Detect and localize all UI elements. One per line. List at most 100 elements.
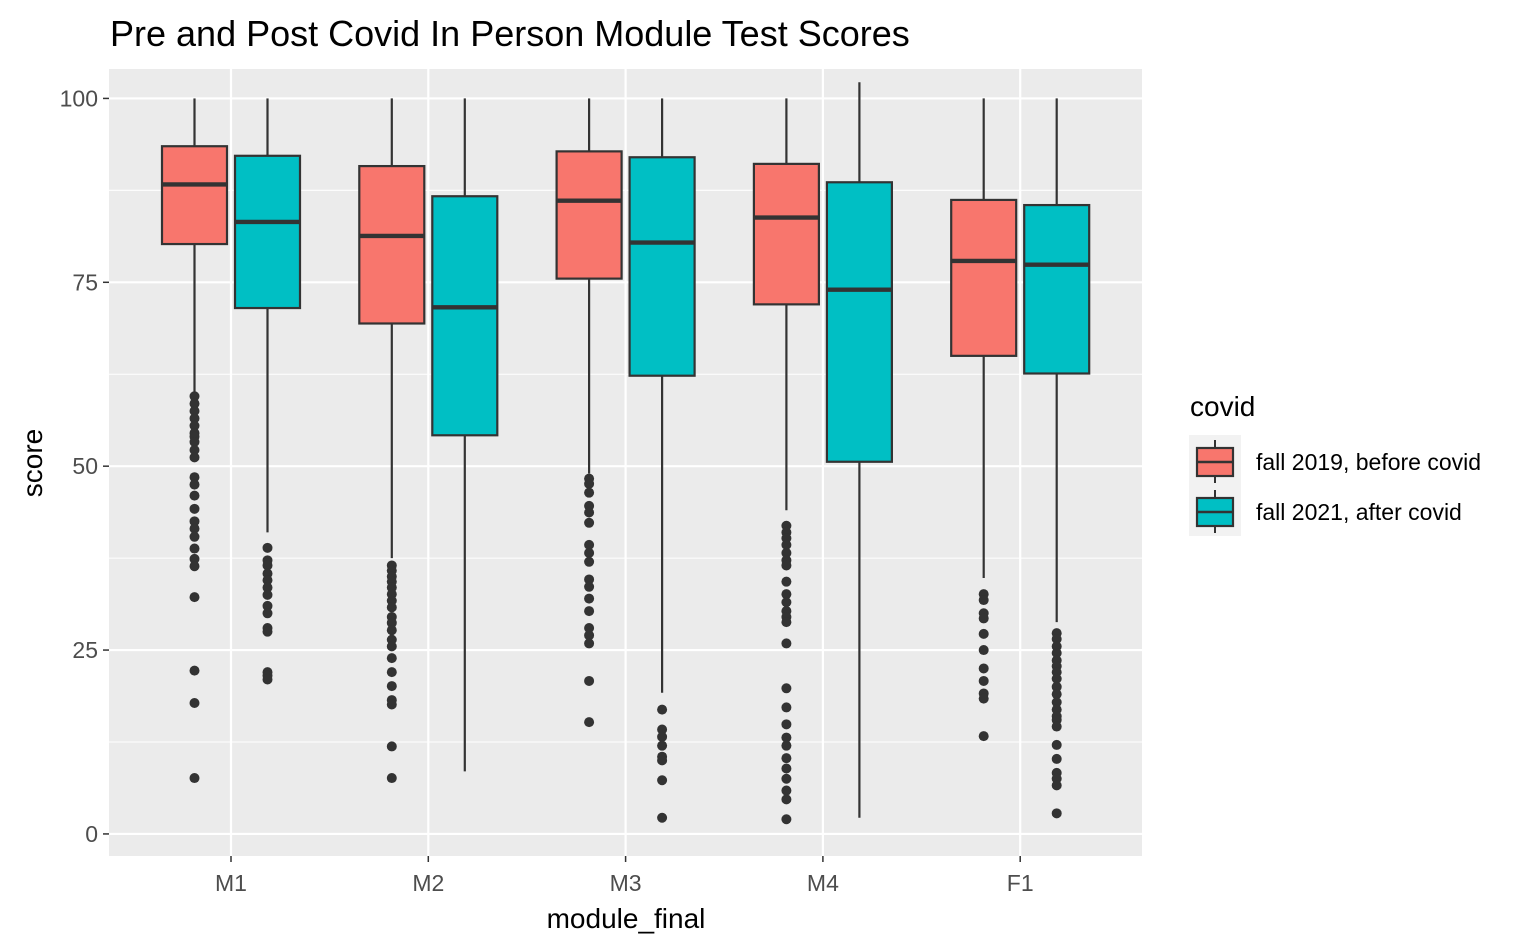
outlier-point <box>781 785 792 796</box>
outlier-point <box>584 717 595 728</box>
chart-title: Pre and Post Covid In Person Module Test… <box>110 13 910 54</box>
outlier-point <box>781 576 792 587</box>
x-tick-label: M4 <box>807 870 839 896</box>
outlier-point <box>386 617 397 628</box>
box-M1-series-0 <box>160 98 229 784</box>
outlier-point <box>584 675 595 686</box>
box-M2-series-1 <box>431 98 499 772</box>
outlier-point <box>189 420 200 431</box>
x-tick-label: M1 <box>215 870 247 896</box>
outlier-point <box>657 775 668 786</box>
outlier-point <box>262 626 273 637</box>
outlier-point <box>584 581 595 592</box>
outlier-point <box>978 663 989 674</box>
outlier-point <box>978 628 989 639</box>
outlier-point <box>584 556 595 567</box>
outlier-point <box>386 667 397 678</box>
box-iqr <box>825 181 894 463</box>
axis-layer: 0 25 50 75 100 M1 M2 M3 M4 F1 <box>60 85 1034 896</box>
outlier-point <box>1051 634 1062 645</box>
outlier-point <box>189 413 200 424</box>
y-tick-label: 75 <box>72 269 98 295</box>
outlier-point <box>262 560 273 571</box>
outlier-point <box>584 517 595 528</box>
outlier-point <box>584 574 595 585</box>
y-tick-label: 25 <box>72 637 98 663</box>
outlier-point <box>189 543 200 554</box>
box-iqr <box>628 156 696 377</box>
outlier-point <box>657 704 668 715</box>
outlier-point <box>978 645 989 656</box>
outlier-point <box>978 595 989 606</box>
outlier-point <box>189 444 200 455</box>
box-iqr <box>160 145 229 246</box>
legend-title: covid <box>1190 391 1255 422</box>
outlier-point <box>781 763 792 774</box>
outlier-point <box>386 653 397 664</box>
outlier-point <box>584 507 595 518</box>
outlier-point <box>781 597 792 608</box>
outlier-point <box>189 436 200 447</box>
outlier-point <box>262 589 273 600</box>
outlier-point <box>584 630 595 641</box>
box-iqr <box>431 195 499 437</box>
outlier-point <box>1051 697 1062 708</box>
outlier-point <box>189 561 200 572</box>
y-tick-label: 0 <box>85 821 98 847</box>
outlier-point <box>386 641 397 652</box>
x-tick-label: M2 <box>412 870 444 896</box>
outlier-point <box>1051 753 1062 764</box>
outlier-point <box>1051 780 1062 791</box>
box-iqr <box>950 198 1018 357</box>
box-M3-series-1 <box>628 98 696 823</box>
outlier-point <box>262 600 273 611</box>
outlier-point <box>386 625 397 636</box>
outlier-point <box>978 675 989 686</box>
outlier-point <box>262 582 273 593</box>
outlier-point <box>584 547 595 558</box>
box-M3-series-0 <box>555 98 623 728</box>
outlier-point <box>262 542 273 553</box>
legend-key-1 <box>1195 490 1235 533</box>
outlier-point <box>189 553 200 564</box>
outlier-point <box>584 487 595 498</box>
box-iqr <box>358 164 426 325</box>
box-iqr <box>752 162 821 306</box>
legend-label-1: fall 2021, after covid <box>1256 499 1462 525</box>
outlier-point <box>781 794 792 805</box>
outlier-point <box>262 674 273 685</box>
box-layer <box>160 82 1091 825</box>
outlier-point <box>189 479 200 490</box>
outlier-point <box>781 773 792 784</box>
outlier-point <box>189 490 200 501</box>
outlier-point <box>189 452 200 463</box>
outlier-point <box>657 731 668 742</box>
legend-key-0 <box>1195 440 1235 483</box>
outlier-point <box>978 731 989 742</box>
outlier-point <box>584 622 595 633</box>
outlier-point <box>262 608 273 619</box>
outlier-point <box>386 602 397 613</box>
outlier-point <box>978 613 989 624</box>
outlier-point <box>189 391 200 402</box>
outlier-point <box>781 638 792 649</box>
legend: covid fall 2019, before covid fall 2021, … <box>1189 391 1481 536</box>
outlier-point <box>386 699 397 710</box>
outlier-point <box>584 606 595 617</box>
outlier-point <box>1051 739 1062 750</box>
outlier-point <box>189 523 200 534</box>
x-axis-title: module_final <box>547 903 706 934</box>
box-iqr <box>555 150 623 280</box>
outlier-point <box>189 665 200 676</box>
box-iqr <box>1023 203 1091 375</box>
y-tick-label: 50 <box>72 453 98 479</box>
outlier-point <box>657 724 668 735</box>
outlier-point <box>1051 647 1062 658</box>
outlier-point <box>189 531 200 542</box>
box-M2-series-0 <box>358 98 426 784</box>
outlier-point <box>781 683 792 694</box>
outlier-point <box>781 539 792 550</box>
box-F1-series-0 <box>950 98 1018 742</box>
outlier-point <box>781 719 792 730</box>
